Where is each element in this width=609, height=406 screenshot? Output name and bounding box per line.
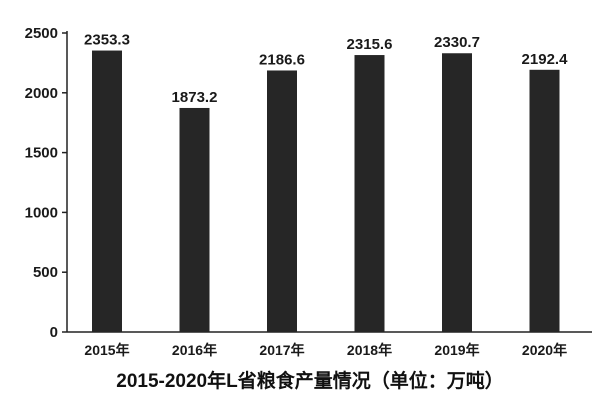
labels: 0 500 1000 1500 2000 2500 2353.3 2015年 1873.2 201… [25,25,568,358]
y-tick-label: 1000 [25,204,58,221]
data-label: 1873.2 [172,89,218,106]
axes [62,31,592,333]
x-tick-label: 2018年 [347,342,392,358]
x-tick-label: 2015年 [84,342,129,358]
x-tick-label: 2019年 [434,342,479,358]
data-label: 2330.7 [434,34,480,51]
bar [529,69,560,332]
x-tick-label: 2017年 [259,342,304,358]
bar [179,107,210,333]
y-tick-label: 1500 [25,145,58,162]
data-label: 2315.6 [347,36,393,53]
y-tick-label: 0 [50,324,58,341]
data-label: 2353.3 [84,32,130,49]
y-tick-label: 2000 [25,85,58,102]
bar [442,53,472,332]
bar [267,70,297,333]
bar [354,55,385,333]
bar [92,50,122,332]
x-tick-label: 2016年 [172,342,217,358]
bars [92,50,560,333]
y-tick-label: 500 [33,264,58,281]
data-label: 2192.4 [522,51,569,68]
data-label: 2186.6 [259,51,305,68]
x-tick-label: 2020年 [522,342,567,358]
y-tick-label: 2500 [25,25,58,42]
chart-title: 2015-2020年L省粮食产量情况（单位：万吨） [116,369,503,392]
